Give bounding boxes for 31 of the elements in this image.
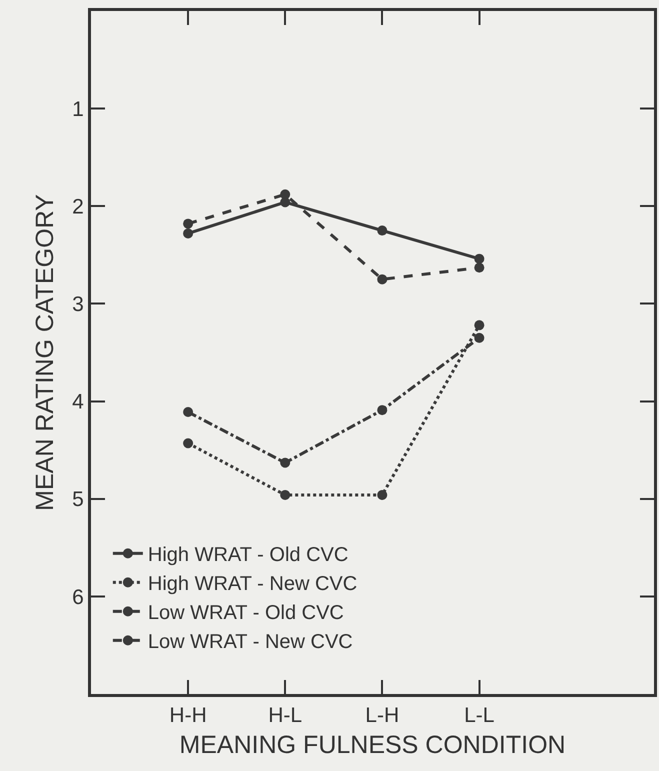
y-tick-label: 3 xyxy=(72,293,84,316)
legend-label: Low WRAT - Old CVC xyxy=(148,602,344,624)
point xyxy=(474,320,484,330)
point xyxy=(474,332,484,343)
x-tick-label: H-L xyxy=(268,704,302,728)
x-tick-label: H-H xyxy=(169,704,207,728)
x-axis-title: MEANING FULNESS CONDITION xyxy=(179,731,566,760)
point xyxy=(280,490,290,500)
point xyxy=(377,490,388,500)
point xyxy=(280,458,290,468)
x-tick-label: L-H xyxy=(365,704,400,728)
legend-label: Low WRAT - New CVC xyxy=(148,631,353,654)
point xyxy=(377,405,388,416)
y-tick-label: 6 xyxy=(72,586,84,609)
point xyxy=(183,438,194,448)
point xyxy=(474,262,484,273)
y-tick-label: 2 xyxy=(72,195,84,218)
point xyxy=(377,274,388,284)
legend-label: High WRAT - Old CVC xyxy=(148,544,348,566)
x-tick-label: L-L xyxy=(464,704,494,728)
point xyxy=(377,226,388,236)
y-tick-label: 1 xyxy=(72,98,84,121)
y-tick-label: 4 xyxy=(72,390,84,414)
y-tick-label: 5 xyxy=(72,488,84,512)
legend-label: High WRAT - New CVC xyxy=(148,573,358,596)
point xyxy=(183,228,194,238)
y-axis-title: MEAN RATING CATEGORY xyxy=(30,194,59,511)
point xyxy=(183,218,194,229)
point xyxy=(183,407,194,418)
point xyxy=(474,254,484,264)
point xyxy=(280,189,290,200)
